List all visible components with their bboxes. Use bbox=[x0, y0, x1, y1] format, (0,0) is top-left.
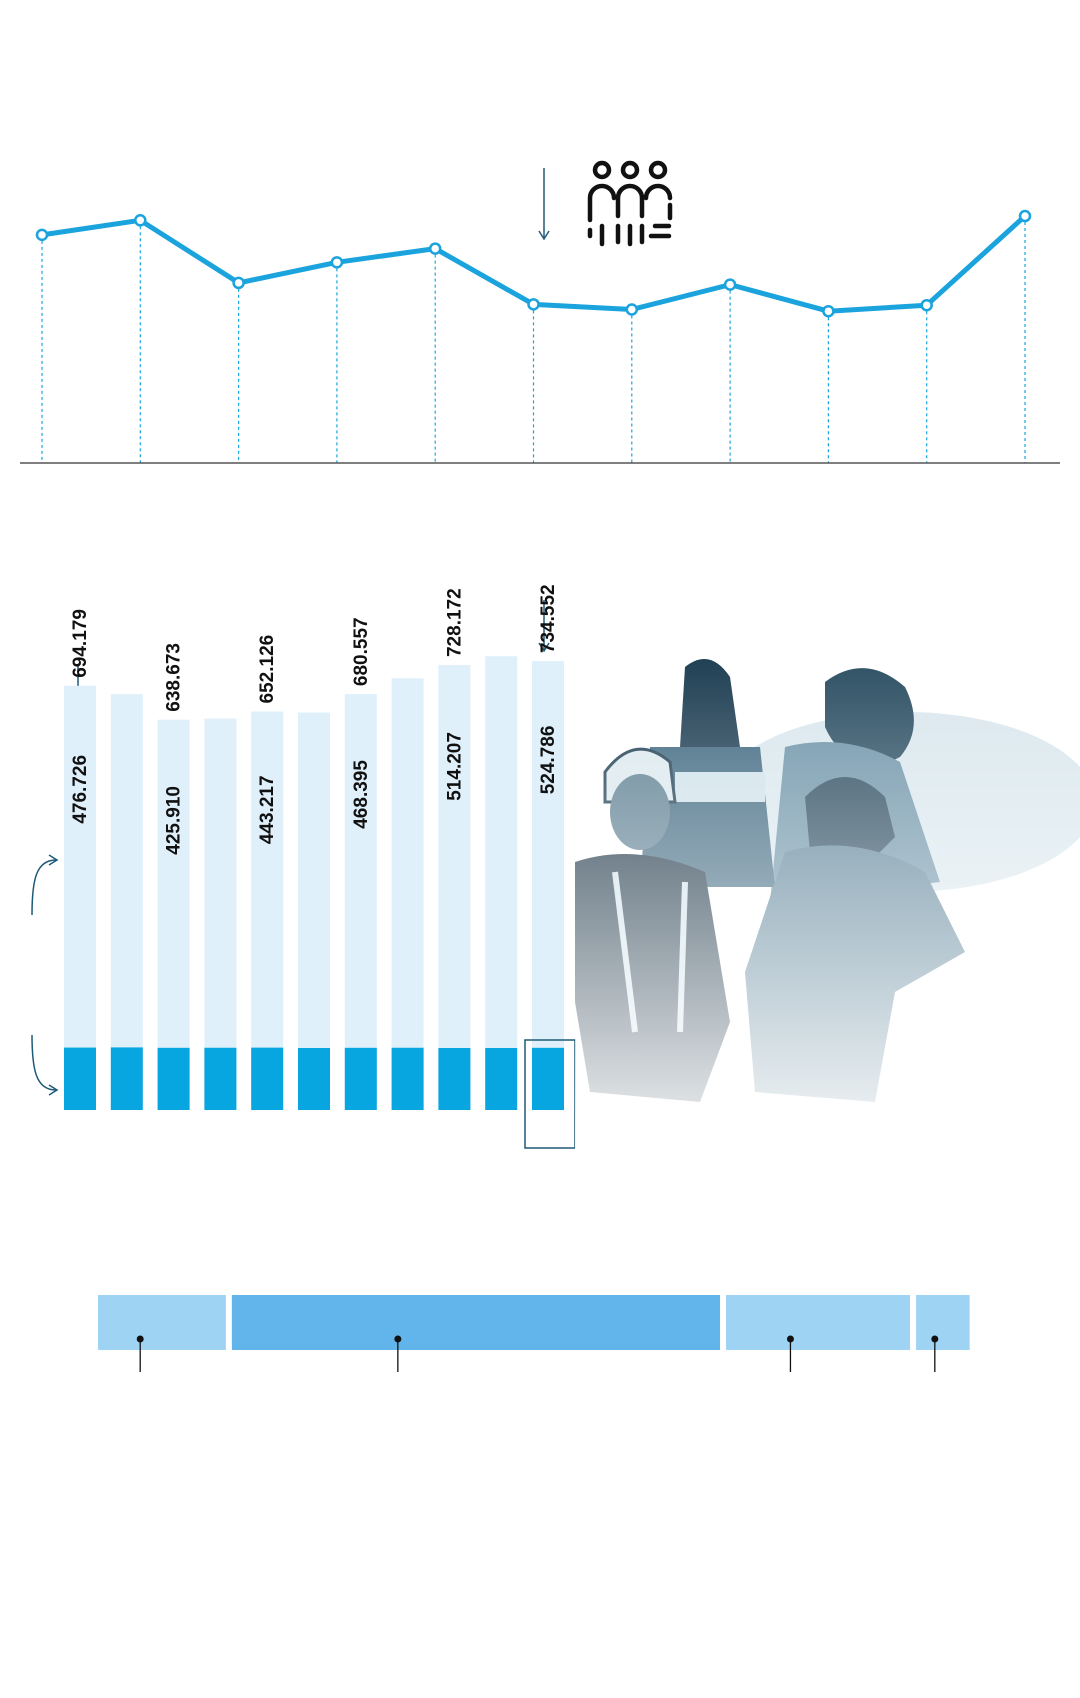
bar-total bbox=[157, 719, 190, 1110]
bar-total bbox=[298, 712, 330, 1110]
curved-arrow-icon bbox=[31, 1034, 59, 1096]
line-point bbox=[428, 242, 442, 255]
people-group-icon bbox=[587, 160, 673, 247]
bar-segment-dark bbox=[157, 1047, 190, 1110]
timeline-segment bbox=[916, 1295, 970, 1350]
timeline-marker-dot bbox=[786, 1335, 794, 1343]
timeline-segment bbox=[726, 1295, 911, 1350]
line-point bbox=[232, 276, 245, 290]
bar-segment-dark bbox=[485, 1048, 518, 1110]
down-arrow-icon bbox=[538, 168, 550, 241]
bar-segment-dark bbox=[251, 1047, 284, 1110]
bar-segment-dark bbox=[344, 1047, 377, 1110]
bar-top-label: 694.179 bbox=[70, 609, 91, 678]
bar-segment-dark bbox=[64, 1047, 96, 1110]
line-point bbox=[625, 303, 639, 316]
bar-inner-label: 476.726 bbox=[70, 755, 91, 824]
line-point bbox=[35, 228, 49, 242]
bar-total bbox=[204, 718, 237, 1110]
bar-inner-label: 425.910 bbox=[164, 786, 185, 855]
bar-segment-dark bbox=[298, 1048, 330, 1110]
line-guides bbox=[41, 216, 1026, 463]
down-arrow-icon bbox=[538, 600, 550, 653]
bar-top-label: 734.552 bbox=[538, 584, 559, 653]
bar-inner-label: 468.395 bbox=[351, 760, 372, 829]
bar-segment-dark bbox=[204, 1047, 237, 1110]
timeline-segment bbox=[98, 1295, 226, 1350]
bar-total bbox=[438, 665, 471, 1110]
line-point bbox=[134, 214, 147, 227]
bar-total bbox=[485, 656, 518, 1110]
bar-top-label: 652.126 bbox=[257, 635, 278, 704]
line-point bbox=[723, 278, 737, 291]
bar-chart: 694.179 476.726 638.673 425.910 652.126 443.2… bbox=[64, 584, 576, 1149]
bar-segment-dark bbox=[110, 1047, 143, 1110]
timeline-markers bbox=[136, 1335, 939, 1372]
line-points bbox=[35, 209, 1032, 318]
timeline-segment bbox=[231, 1295, 721, 1350]
bar-segment-dark bbox=[532, 1047, 564, 1110]
bar-total bbox=[391, 678, 424, 1110]
timeline-segments bbox=[98, 1295, 970, 1350]
bar-inner-label: 524.786 bbox=[538, 726, 559, 795]
bar-total bbox=[532, 661, 564, 1110]
bar-labels: 694.179 476.726 638.673 425.910 652.126 443.2… bbox=[70, 584, 559, 854]
bar-segment-dark bbox=[438, 1048, 471, 1110]
line-point bbox=[920, 298, 933, 312]
bar-inner-label: 443.217 bbox=[257, 775, 278, 844]
bar-total bbox=[251, 711, 284, 1110]
bar-total bbox=[110, 694, 143, 1110]
timeline-marker-dot bbox=[136, 1335, 144, 1343]
bar-segment-dark bbox=[391, 1047, 424, 1110]
timeline-marker-dot bbox=[394, 1335, 402, 1343]
bar-total bbox=[64, 685, 96, 1110]
bar-total bbox=[344, 694, 377, 1110]
line-point bbox=[330, 256, 344, 269]
line-point bbox=[822, 304, 835, 318]
bar-top-label: 728.172 bbox=[444, 588, 465, 657]
public-workers-collage bbox=[575, 652, 1080, 1182]
bar-inner-label: 514.207 bbox=[444, 732, 465, 801]
bar-top-label: 638.673 bbox=[164, 643, 185, 712]
line-point bbox=[527, 298, 540, 311]
line-point bbox=[1018, 209, 1032, 223]
bars bbox=[64, 656, 564, 1110]
curved-arrow-icon bbox=[31, 854, 59, 916]
timeline-marker-dot bbox=[931, 1335, 939, 1343]
line-chart bbox=[20, 209, 1060, 464]
bar-top-label: 680.557 bbox=[351, 617, 372, 686]
